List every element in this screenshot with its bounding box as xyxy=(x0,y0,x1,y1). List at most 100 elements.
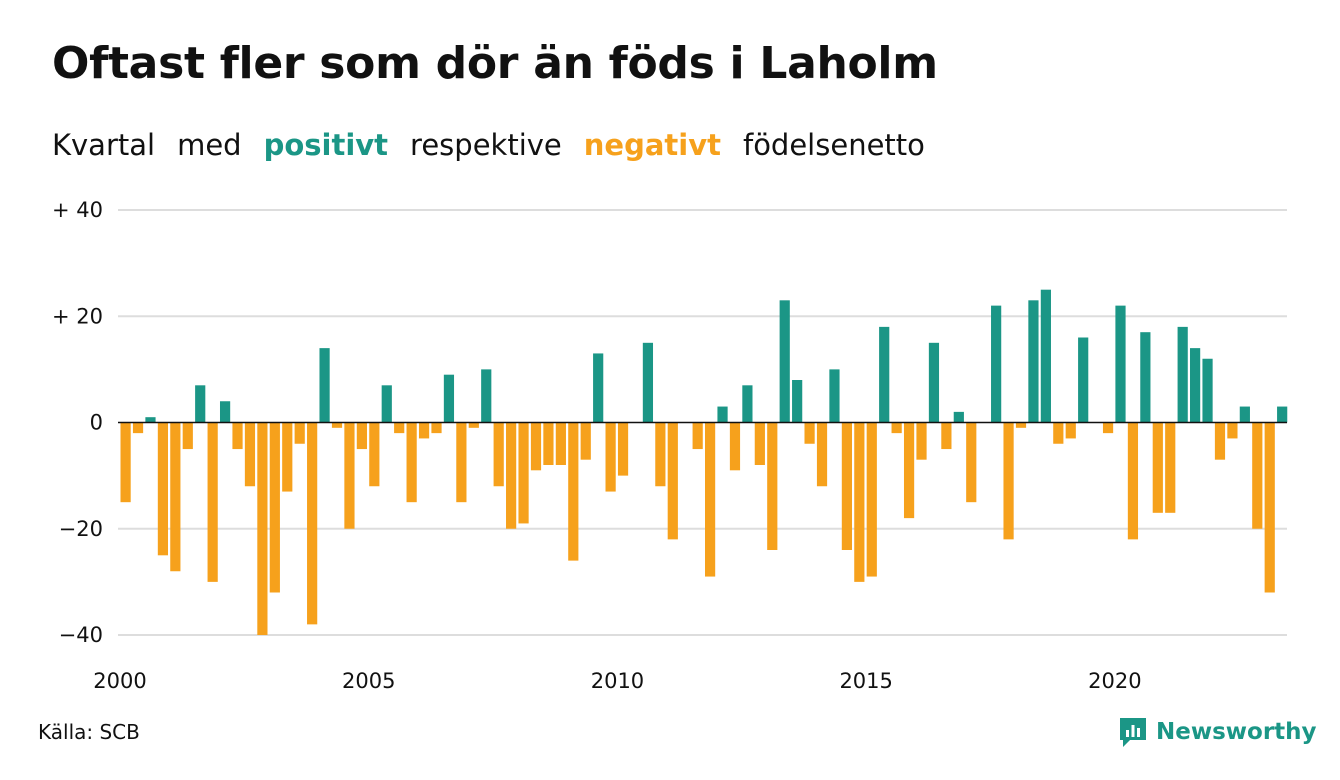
bar xyxy=(182,422,193,450)
bar xyxy=(754,422,765,465)
bar xyxy=(282,422,293,492)
bar xyxy=(257,422,268,635)
bar xyxy=(655,422,666,487)
bar xyxy=(792,380,803,423)
bar xyxy=(804,422,815,444)
subtitle-positive-keyword: positivt xyxy=(263,128,389,162)
chart-title: Oftast fler som dör än föds i Laholm xyxy=(52,38,938,89)
bar xyxy=(816,422,828,487)
bar xyxy=(729,422,741,471)
x-tick-label: 2010 xyxy=(591,669,644,693)
bar xyxy=(369,422,380,487)
bar xyxy=(294,422,305,444)
y-tick-label: −20 xyxy=(59,517,103,541)
newsworthy-logo-icon xyxy=(1120,718,1146,747)
bar xyxy=(1040,289,1051,423)
bar xyxy=(195,385,206,423)
bar xyxy=(120,422,131,503)
y-tick-label: −40 xyxy=(59,623,103,647)
bar xyxy=(543,422,554,465)
bar xyxy=(1202,358,1213,423)
x-axis-tick-labels: 2000 2005 2010 2015 2020 xyxy=(93,669,1141,693)
bar xyxy=(518,422,529,524)
newsworthy-logo-text: Newsworthy xyxy=(1156,719,1317,745)
bar xyxy=(481,369,492,423)
bar xyxy=(232,422,243,450)
subtitle-word-med: med xyxy=(177,128,242,162)
bar xyxy=(1152,422,1163,513)
bar xyxy=(244,422,256,487)
bar xyxy=(468,422,479,428)
bar xyxy=(1003,422,1014,540)
bar xyxy=(1102,422,1114,434)
bar xyxy=(1115,305,1126,423)
subtitle-word-respektive: respektive xyxy=(410,128,562,162)
bar xyxy=(903,422,915,519)
bar xyxy=(767,422,778,550)
bar xyxy=(1053,422,1064,444)
bar xyxy=(406,422,417,503)
bar xyxy=(1214,422,1226,460)
bar xyxy=(593,353,604,423)
x-tick-label: 2000 xyxy=(93,669,146,693)
bar xyxy=(307,422,318,625)
chart-subtitle: Kvartal med positivt respektive negativt föde… xyxy=(52,128,947,162)
bar xyxy=(493,422,504,487)
bar xyxy=(319,348,330,423)
bar xyxy=(1177,326,1188,423)
bar xyxy=(642,342,654,423)
subtitle-word-kvartal: Kvartal xyxy=(52,128,156,162)
bar xyxy=(1015,422,1027,428)
bar xyxy=(356,422,367,450)
bar xyxy=(879,326,890,423)
bar xyxy=(580,422,591,460)
y-tick-label: 0 xyxy=(90,411,103,435)
bar xyxy=(854,422,865,582)
bar xyxy=(941,422,952,450)
y-tick-label: + 20 xyxy=(52,304,103,328)
bar xyxy=(555,422,566,465)
bar xyxy=(953,411,964,423)
bar xyxy=(431,422,442,434)
bar xyxy=(1252,422,1263,529)
bar xyxy=(829,369,840,423)
bar xyxy=(418,422,430,439)
bar xyxy=(841,422,852,550)
bar xyxy=(667,422,678,540)
bar xyxy=(170,422,181,572)
x-tick-label: 2015 xyxy=(839,669,892,693)
bars xyxy=(120,289,1288,635)
bar xyxy=(605,422,616,492)
bar xyxy=(916,422,927,460)
bar xyxy=(966,422,977,503)
bar xyxy=(1227,422,1238,439)
bar xyxy=(1264,422,1275,593)
bar xyxy=(692,422,703,450)
bar xyxy=(779,300,790,423)
subtitle-negative-keyword: negativt xyxy=(583,128,721,162)
bar xyxy=(991,305,1002,423)
bar xyxy=(381,385,392,423)
bar xyxy=(1239,406,1250,423)
bar xyxy=(568,422,579,561)
bar xyxy=(132,422,144,434)
bar xyxy=(219,401,231,423)
x-tick-label: 2020 xyxy=(1088,669,1141,693)
y-axis-tick-labels: + 40 + 20 0 −20 −40 xyxy=(52,198,103,647)
bar xyxy=(1078,337,1089,423)
bar xyxy=(269,422,280,593)
bar xyxy=(1140,332,1151,423)
bar xyxy=(456,422,467,503)
bar xyxy=(1127,422,1139,540)
subtitle-word-fodelsenetto: födelsenetto xyxy=(742,128,925,162)
bar xyxy=(866,422,877,577)
bar xyxy=(1277,406,1288,423)
bar xyxy=(742,385,753,423)
y-tick-label: + 40 xyxy=(52,198,103,222)
bar xyxy=(617,422,629,476)
bar xyxy=(145,417,156,423)
bar xyxy=(1165,422,1176,513)
source-note: Källa: SCB xyxy=(38,720,140,744)
x-tick-label: 2005 xyxy=(342,669,395,693)
